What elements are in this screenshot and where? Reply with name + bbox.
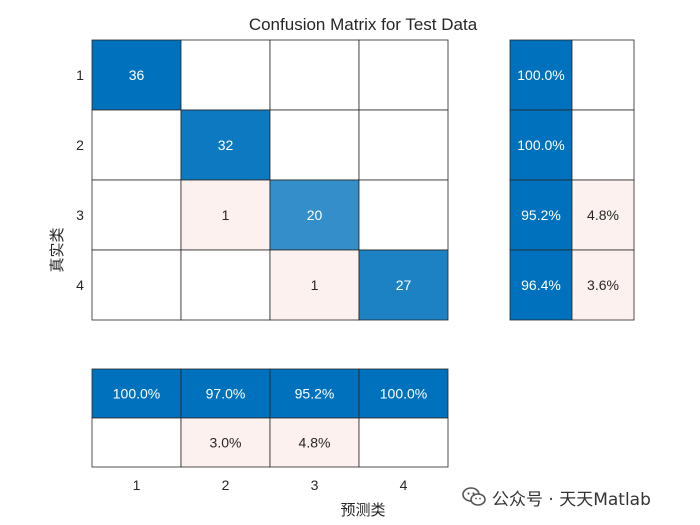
x-tick-label: 3 (311, 477, 319, 493)
column-summary-cell-2-1 (91, 417, 182, 468)
row-summary-grid: 100.0% 100.0% 95.2% 4.8% 96.4% 3.6% (509, 39, 635, 321)
row-summary-cell-1-1-value: 100.0% (517, 67, 564, 83)
matrix-cell-3-2 (180, 179, 271, 251)
row-summary-cell-4-2-value: 3.6% (587, 277, 619, 293)
matrix-cell-3-3-value: 20 (307, 207, 323, 223)
wechat-icon (462, 487, 486, 506)
matrix-cell-1-1-value: 36 (129, 67, 145, 83)
x-axis-label: 预测类 (340, 501, 385, 519)
row-summary-cell-3-1-value: 95.2% (521, 207, 561, 223)
matrix-cell-1-3 (269, 39, 360, 111)
matrix-cell-2-3 (269, 109, 360, 181)
column-summary-cell-1-1-value: 100.0% (113, 386, 160, 402)
column-summary-cell-2-3-value: 4.8% (299, 435, 331, 451)
matrix-cell-3-1 (91, 179, 182, 251)
row-summary-cell-3-2-value: 4.8% (587, 207, 619, 223)
x-tick-label: 4 (400, 477, 408, 493)
matrix-cell-1-4 (358, 39, 449, 111)
column-summary-cell-1-1 (91, 368, 182, 419)
column-summary-cell-2-4 (358, 417, 449, 468)
row-summary-cell-4-2 (571, 249, 635, 321)
matrix-cell-2-2-value: 32 (218, 137, 234, 153)
column-summary-cell-2-3 (269, 417, 360, 468)
matrix-cell-3-4 (358, 179, 449, 251)
matrix-cell-3-2-value: 1 (222, 207, 230, 223)
matrix-cell-4-1 (91, 249, 182, 321)
matrix-cell-3-3 (269, 179, 360, 251)
x-tick-label: 2 (222, 477, 230, 493)
tick-labels: 1 1 2 2 3 3 4 4 (76, 67, 408, 493)
y-tick-label: 1 (76, 67, 84, 83)
column-summary-cell-1-4-value: 100.0% (380, 386, 427, 402)
matrix-cell-2-4 (358, 109, 449, 181)
row-summary-cell-2-2 (571, 109, 635, 181)
y-tick-label: 3 (76, 207, 84, 223)
column-summary-cell-2-2-value: 3.0% (210, 435, 242, 451)
watermark: 公众号 · 天天Matlab (462, 484, 651, 510)
matrix-cell-1-2 (180, 39, 271, 111)
y-tick-label: 4 (76, 277, 84, 293)
matrix-cell-4-3 (269, 249, 360, 321)
matrix-cell-2-1 (91, 109, 182, 181)
watermark-text: 公众号 · 天天Matlab (492, 489, 651, 510)
matrix-cell-4-2 (180, 249, 271, 321)
row-summary-cell-1-2 (571, 39, 635, 111)
x-tick-label: 1 (133, 477, 141, 493)
column-summary-cell-1-2-value: 97.0% (206, 386, 246, 402)
row-summary-cell-2-1 (509, 109, 573, 181)
matrix-cell-2-2 (180, 109, 271, 181)
column-summary-cell-1-4 (358, 368, 449, 419)
matrix-cell-1-1 (91, 39, 182, 111)
row-summary-cell-3-2 (571, 179, 635, 251)
chart-title: Confusion Matrix for Test Data (249, 15, 478, 34)
matrix-cell-4-3-value: 1 (311, 277, 319, 293)
confusion-matrix-grid: 36 32 1 20 1 27 (91, 39, 449, 321)
row-summary-cell-2-1-value: 100.0% (517, 137, 564, 153)
column-summary-cell-2-2 (180, 417, 271, 468)
y-tick-label: 2 (76, 137, 84, 153)
y-axis-label: 真实类 (48, 227, 66, 272)
matrix-cell-4-4-value: 27 (396, 277, 412, 293)
column-summary-cell-1-2 (180, 368, 271, 419)
row-summary-cell-4-1-value: 96.4% (521, 277, 561, 293)
column-summary-cell-1-3-value: 95.2% (295, 386, 335, 402)
column-summary-grid: 100.0% 97.0% 95.2% 100.0% 3.0% 4.8% (91, 368, 449, 468)
matrix-cell-4-4 (358, 249, 449, 321)
